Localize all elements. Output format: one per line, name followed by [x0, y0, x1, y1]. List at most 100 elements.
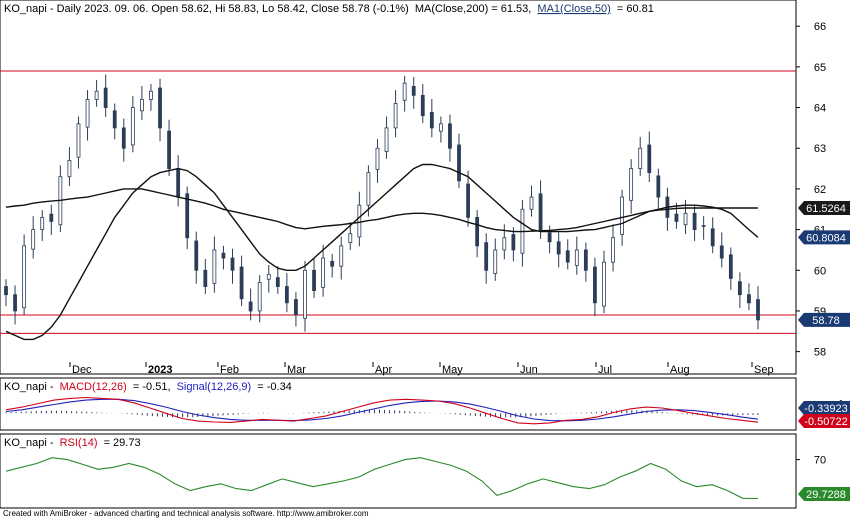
- candle-body: [411, 86, 416, 96]
- candle-body: [357, 204, 362, 238]
- rsi-title: KO_napi - RSI(14) = 29.73: [4, 437, 141, 449]
- candle-body: [538, 193, 543, 230]
- close-value-badge-bg: [798, 312, 850, 327]
- candle-body: [149, 90, 153, 100]
- rsi-plot: [5, 457, 759, 500]
- x-tick-label: May: [442, 364, 463, 376]
- candle-body: [737, 281, 742, 296]
- candle-body: [547, 232, 552, 243]
- x-tick-label: Jun: [520, 364, 538, 376]
- candle-body: [49, 213, 54, 222]
- candle-body: [212, 249, 217, 284]
- x-tick-label: Mar: [287, 364, 306, 376]
- signal-value-badge-bg: [798, 414, 850, 428]
- price-title: KO_napi - Daily 2023. 09. 06. Open 58.62…: [4, 3, 654, 15]
- candle-body: [656, 175, 661, 198]
- candle-body: [484, 242, 489, 271]
- candle-body: [230, 257, 235, 271]
- macd-panel-frame: [0, 377, 797, 431]
- candle-body: [719, 245, 724, 259]
- x-tick-label: 2023: [148, 364, 172, 376]
- x-tick-label: Apr: [375, 364, 392, 376]
- candle-body: [158, 87, 162, 129]
- candle-body: [448, 123, 452, 149]
- candle-body: [638, 147, 643, 169]
- candle-body: [502, 237, 507, 251]
- candle-body: [85, 99, 90, 128]
- price-y-tick-label: 60: [814, 265, 826, 277]
- x-tick-label: Sep: [754, 364, 774, 376]
- candle-body: [294, 299, 298, 316]
- candle-body: [674, 213, 679, 222]
- macd-plot: [5, 396, 759, 425]
- candle-body: [121, 127, 126, 149]
- candle-body: [221, 252, 226, 259]
- candle-body: [565, 250, 570, 263]
- candle-body: [393, 103, 398, 129]
- price-y-tick-label: 65: [814, 62, 826, 74]
- candle-body: [466, 183, 470, 218]
- candle-body: [747, 294, 751, 304]
- candle-body: [529, 196, 534, 210]
- candle-body: [438, 123, 443, 132]
- rsi-value-badge-bg: [798, 487, 850, 501]
- price-y-tick-label: 64: [814, 103, 826, 115]
- candle-body: [429, 112, 434, 129]
- candle-body: [185, 193, 190, 239]
- ma200-value-badge: 61.5264: [798, 201, 850, 216]
- ma50-value-badge-bg: [798, 230, 850, 245]
- footer-credit: Created with AmiBroker - advanced charti…: [3, 509, 369, 518]
- candle-body: [348, 233, 353, 244]
- candle-body: [312, 269, 316, 292]
- candle-body: [574, 249, 579, 266]
- candle-body: [583, 249, 588, 271]
- candle-body: [602, 261, 606, 307]
- signal-line: [5, 398, 759, 422]
- candle-body: [194, 240, 199, 271]
- candle-body: [76, 123, 81, 158]
- rsi-line: [5, 457, 759, 500]
- candle-body: [375, 147, 380, 170]
- candle-body: [701, 225, 706, 227]
- candle-body: [556, 241, 561, 255]
- candle-body: [475, 216, 480, 247]
- candle-body: [13, 294, 17, 312]
- rsi-value-badge-text: 29.7288: [806, 489, 846, 501]
- candle-body: [402, 82, 407, 101]
- candle-body: [140, 99, 144, 112]
- candle-body: [303, 269, 307, 319]
- candle-body: [31, 229, 36, 250]
- ma200-value-badge-bg: [798, 201, 850, 216]
- candle-body: [248, 301, 253, 312]
- candle-body: [321, 257, 326, 288]
- price-y-tick-label: 66: [814, 21, 826, 33]
- candle-body: [266, 273, 271, 280]
- macd-value-badge-bg: [798, 401, 850, 415]
- ma200-line: [5, 188, 758, 233]
- ma50-value-badge-text: 60.8084: [806, 232, 846, 244]
- candle-body: [611, 237, 615, 263]
- candle-body: [40, 216, 45, 230]
- candle-body: [103, 87, 108, 108]
- price-y-tick-label: 62: [814, 184, 826, 196]
- ma50-line: [5, 163, 759, 341]
- candle-body: [22, 245, 27, 309]
- candle-body: [4, 286, 8, 296]
- rsi-y-tick-label: 70: [814, 455, 826, 467]
- signal-value-badge: -0.50722: [798, 414, 850, 428]
- close-value-badge-text: 58.78: [812, 315, 840, 327]
- candle-body: [239, 266, 244, 300]
- candle-body: [176, 168, 181, 198]
- macd-title: KO_napi - MACD(12,26) = -0.51, Signal(12…: [4, 381, 292, 393]
- candle-body: [692, 212, 697, 230]
- candle-body: [420, 94, 425, 117]
- x-tick-label: Dec: [72, 364, 92, 376]
- price-y-tick-label: 63: [814, 143, 826, 155]
- price-y-tick-label: 58: [814, 347, 826, 359]
- candle-body: [94, 90, 99, 100]
- candle-body: [67, 160, 72, 178]
- candle-body: [710, 228, 715, 247]
- candle-body: [629, 168, 634, 201]
- close-value-badge: 58.78: [798, 312, 850, 327]
